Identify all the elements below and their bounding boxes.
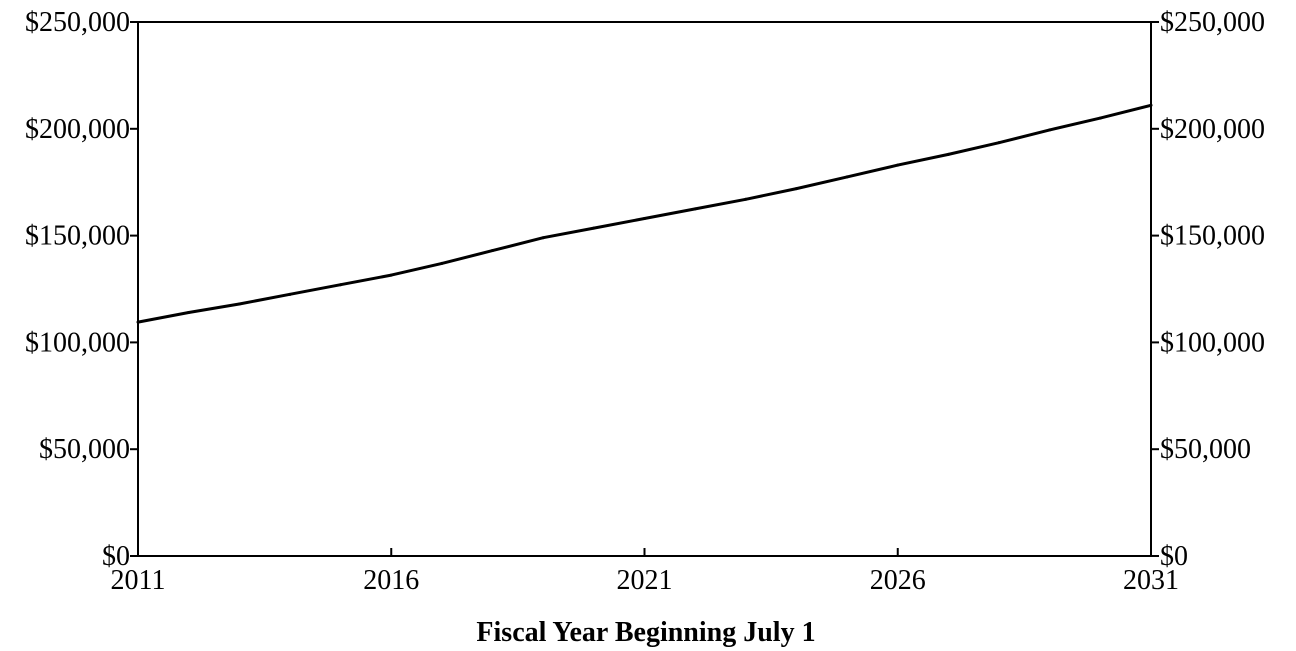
left-y-tick-label: $150,000	[25, 221, 130, 252]
x-tick-label: 2021	[617, 565, 673, 596]
x-tick-label: 2011	[111, 565, 166, 596]
data-point	[643, 217, 646, 221]
data-point	[136, 320, 140, 324]
data-point	[491, 249, 495, 253]
data-point	[339, 283, 343, 287]
right-y-axis: $0 $50,000 $100,000 $150,000 $200,000 $250,00…	[1151, 7, 1265, 572]
x-tick-label: 2031	[1123, 565, 1179, 596]
data-point	[896, 163, 900, 167]
data-point	[946, 152, 950, 156]
data-point	[592, 226, 596, 230]
x-tick-label: 2016	[363, 565, 419, 596]
data-point	[1098, 116, 1102, 120]
right-y-tick-label: $200,000	[1160, 114, 1265, 145]
left-y-tick-label: $0	[102, 541, 130, 572]
x-axis: 2011 2016 2021 2026 2031	[111, 548, 1179, 596]
right-y-tick-label: $50,000	[1160, 434, 1251, 465]
data-point	[744, 197, 748, 201]
right-y-tick-label: $0	[1160, 541, 1188, 572]
data-point	[1149, 103, 1153, 107]
data-point	[997, 141, 1001, 145]
left-y-tick-label: $250,000	[25, 7, 130, 38]
left-y-tick-label: $50,000	[39, 434, 130, 465]
x-tick-label: 2026	[870, 565, 926, 596]
series-line-0	[137, 103, 1152, 324]
data-point	[541, 236, 545, 240]
plot-frame	[137, 21, 1152, 557]
right-y-tick-label: $150,000	[1160, 221, 1265, 252]
right-y-tick-label: $250,000	[1160, 7, 1265, 38]
x-axis-title: Fiscal Year Beginning July 1	[476, 617, 815, 648]
data-point	[288, 292, 292, 296]
series-layer	[136, 103, 1153, 324]
right-y-tick-label: $100,000	[1160, 327, 1265, 358]
data-point	[440, 261, 444, 265]
left-y-tick-label: $200,000	[25, 114, 130, 145]
left-y-tick-label: $100,000	[25, 327, 130, 358]
data-point	[845, 175, 849, 179]
data-point	[187, 310, 191, 314]
data-point	[693, 207, 697, 211]
left-y-axis: $0 $50,000 $100,000 $150,000 $200,000 $250,00…	[25, 7, 138, 572]
data-point	[237, 302, 241, 306]
data-point	[1048, 128, 1052, 132]
data-point	[794, 187, 798, 191]
data-point	[389, 273, 393, 277]
